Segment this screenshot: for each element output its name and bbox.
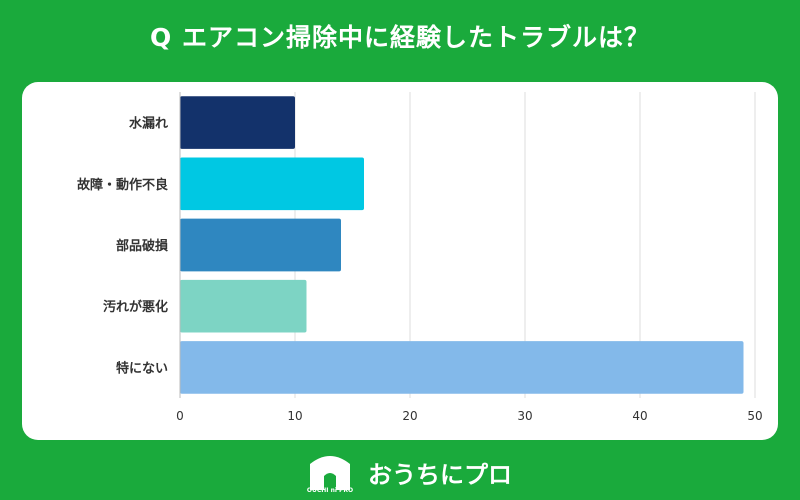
category-label: 特にない (116, 360, 168, 376)
category-label: 部品破損 (116, 238, 169, 254)
category-label: 汚れが悪化 (103, 299, 168, 315)
category-label: 故障・動作不良 (77, 177, 168, 193)
x-tick-label: 10 (287, 409, 302, 423)
x-tick-label: 30 (517, 409, 532, 423)
logo-text: OUCHI ni PRO (306, 487, 354, 494)
bar (180, 341, 744, 394)
bar (180, 157, 364, 211)
bar (180, 96, 295, 149)
x-tick-label: 50 (747, 409, 762, 423)
chart-card: 0 10 20 30 40 50 水漏れ故障・動作不良部品破損汚れが悪化特にない (22, 82, 778, 440)
category-label: 水漏れ (129, 116, 168, 132)
bar (180, 218, 341, 272)
page-title: Q エアコン掃除中に経験したトラブルは？ (150, 23, 650, 52)
bar (180, 279, 307, 333)
x-tick-label: 0 (176, 409, 184, 423)
brand-footer: OUCHI ni PRO おうちにプロ (302, 450, 512, 494)
house-logo-icon: OUCHI ni PRO (302, 450, 358, 494)
brand-name: おうちにプロ (368, 460, 512, 489)
x-tick-label: 40 (632, 409, 647, 423)
x-tick-label: 20 (402, 409, 417, 423)
